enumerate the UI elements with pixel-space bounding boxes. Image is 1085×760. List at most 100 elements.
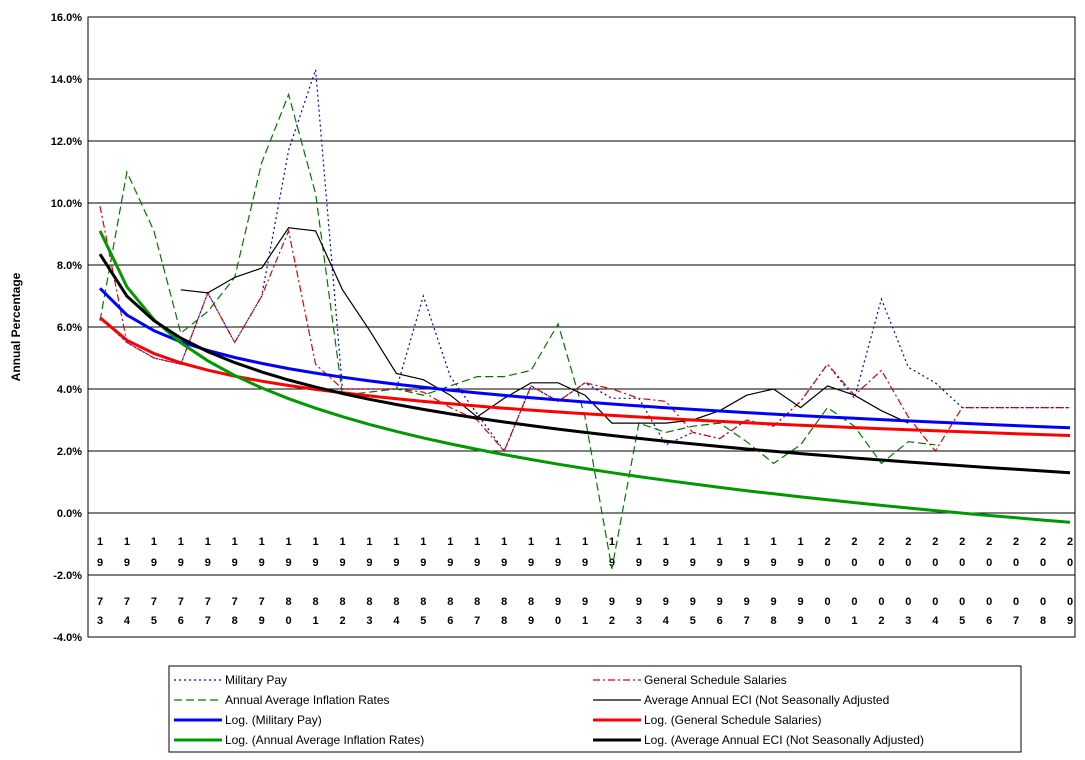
x-tick-label: 1 xyxy=(851,615,857,627)
x-tick-label: 1 xyxy=(555,536,561,548)
x-tick-label: 4 xyxy=(124,615,131,627)
x-tick-label: 2 xyxy=(339,615,345,627)
x-tick-label: 9 xyxy=(528,615,534,627)
x-tick-label: 7 xyxy=(124,596,130,608)
x-tick-label: 1 xyxy=(771,536,777,548)
x-tick-label: 1 xyxy=(232,536,238,548)
x-tick-label: 8 xyxy=(420,596,426,608)
x-tick-label: 5 xyxy=(151,615,157,627)
x-tick-label: 8 xyxy=(393,596,399,608)
x-tick-label: 9 xyxy=(771,596,777,608)
x-tick-label: 3 xyxy=(636,615,642,627)
x-tick-label: 6 xyxy=(717,615,723,627)
x-tick-label: 5 xyxy=(690,615,696,627)
y-tick-label: 4.0% xyxy=(57,384,82,396)
x-tick-label: 1 xyxy=(151,536,157,548)
x-tick-label: 6 xyxy=(447,615,453,627)
x-tick-label: 9 xyxy=(582,557,588,569)
x-tick-label: 9 xyxy=(447,557,453,569)
x-tick-label: 9 xyxy=(744,596,750,608)
x-tick-label: 5 xyxy=(420,615,426,627)
x-tick-label: 6 xyxy=(178,615,184,627)
x-tick-label: 1 xyxy=(178,536,184,548)
x-tick-label: 8 xyxy=(339,596,345,608)
legend-label: General Schedule Salaries xyxy=(644,673,787,687)
trend-line xyxy=(98,230,1071,524)
x-tick-label: 9 xyxy=(286,557,292,569)
series-line xyxy=(99,205,1070,453)
x-tick-label: 9 xyxy=(797,557,803,569)
x-tick-label: 9 xyxy=(797,615,803,627)
legend-label: Average Annual ECI (Not Seasonally Adjus… xyxy=(644,693,889,707)
x-tick-label: 9 xyxy=(663,596,669,608)
x-tick-label: 8 xyxy=(1040,615,1046,627)
y-tick-label: -2.0% xyxy=(53,570,82,582)
x-tick-label: 2 xyxy=(905,536,911,548)
x-tick-label: 0 xyxy=(1040,596,1046,608)
y-axis-label: Annual Percentage xyxy=(9,272,23,381)
x-tick-label: 9 xyxy=(797,596,803,608)
x-tick-label: 9 xyxy=(97,557,103,569)
x-tick-label: 1 xyxy=(420,536,426,548)
x-tick-label: 4 xyxy=(393,615,400,627)
x-tick-label: 1 xyxy=(312,536,318,548)
x-tick-label: 1 xyxy=(528,536,534,548)
x-tick-label: 3 xyxy=(366,615,372,627)
x-tick-label: 1 xyxy=(717,536,723,548)
x-tick-label: 7 xyxy=(474,615,480,627)
x-tick-label: 9 xyxy=(771,557,777,569)
x-tick-label: 1 xyxy=(339,536,345,548)
x-tick-label: 1 xyxy=(609,536,615,548)
x-tick-label: 9 xyxy=(474,557,480,569)
x-tick-label: 9 xyxy=(690,596,696,608)
x-tick-label: 9 xyxy=(717,596,723,608)
x-tick-label: 0 xyxy=(878,596,884,608)
x-tick-label: 0 xyxy=(932,596,938,608)
x-tick-label: 8 xyxy=(286,596,292,608)
x-tick-label: 1 xyxy=(393,536,399,548)
x-tick-label: 1 xyxy=(474,536,480,548)
series-line xyxy=(99,92,936,569)
x-tick-label: 1 xyxy=(447,536,453,548)
x-tick-label: 2 xyxy=(878,536,884,548)
x-tick-label: 9 xyxy=(555,596,561,608)
trend-line xyxy=(99,316,1071,437)
x-tick-label: 1 xyxy=(124,536,130,548)
x-tick-label: 0 xyxy=(878,557,884,569)
x-tick-label: 1 xyxy=(582,615,588,627)
x-tick-label: 4 xyxy=(932,615,939,627)
x-tick-label: 0 xyxy=(1067,557,1073,569)
x-tick-label: 1 xyxy=(582,536,588,548)
y-tick-label: 10.0% xyxy=(51,198,82,210)
x-tick-label: 2 xyxy=(1013,536,1019,548)
x-tick-label: 0 xyxy=(905,557,911,569)
x-tick-label: 0 xyxy=(959,596,965,608)
x-tick-label: 9 xyxy=(717,557,723,569)
x-tick-label: 0 xyxy=(986,596,992,608)
x-tick-label: 2 xyxy=(959,536,965,548)
x-tick-label: 9 xyxy=(636,596,642,608)
x-tick-label: 8 xyxy=(474,596,480,608)
x-tick-label: 1 xyxy=(286,536,292,548)
series-lines xyxy=(99,69,1070,569)
x-tick-label: 9 xyxy=(420,557,426,569)
x-tick-label: 9 xyxy=(636,557,642,569)
x-tick-label: 0 xyxy=(555,615,561,627)
legend-label: Log. (Average Annual ECI (Not Seasonally… xyxy=(644,733,924,747)
x-tick-label: 9 xyxy=(609,557,615,569)
x-tick-label: 8 xyxy=(528,596,534,608)
x-tick-label: 2 xyxy=(878,615,884,627)
x-tick-label: 0 xyxy=(286,615,292,627)
x-tick-label: 7 xyxy=(151,596,157,608)
x-tick-label: 9 xyxy=(744,557,750,569)
y-tick-label: 14.0% xyxy=(51,74,82,86)
x-tick-label: 9 xyxy=(205,557,211,569)
x-tick-label: 9 xyxy=(259,615,265,627)
x-tick-label: 1 xyxy=(97,536,103,548)
x-tick-label: 0 xyxy=(1013,596,1019,608)
x-tick-label: 8 xyxy=(447,596,453,608)
legend-label: Annual Average Inflation Rates xyxy=(225,693,390,707)
x-tick-label: 2 xyxy=(932,536,938,548)
y-tick-label: 8.0% xyxy=(57,260,82,272)
